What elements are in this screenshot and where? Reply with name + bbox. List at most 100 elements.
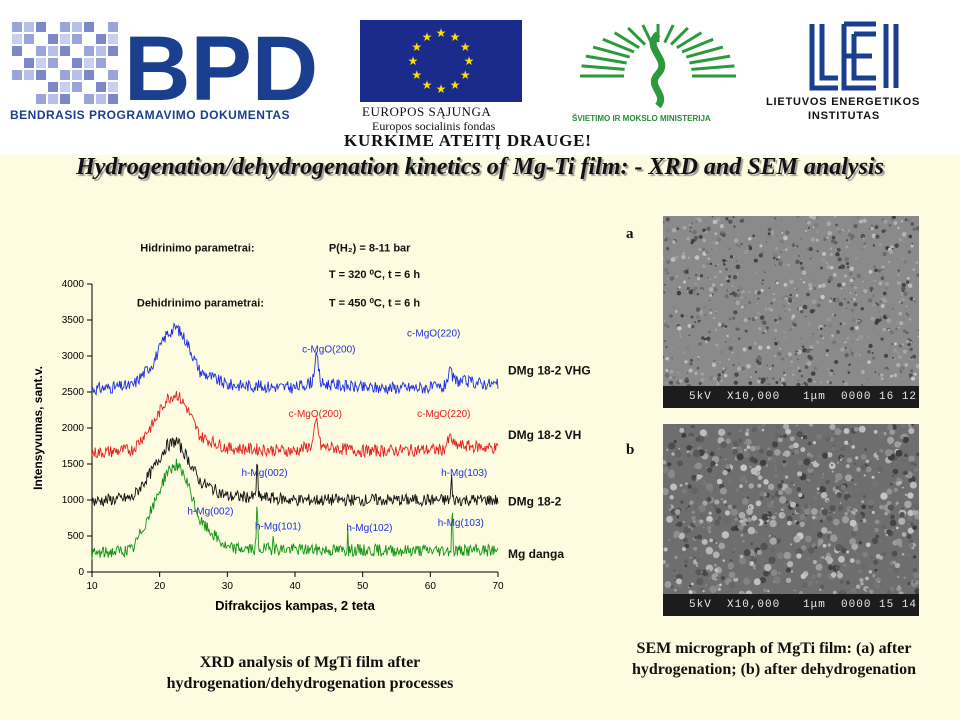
sem-grain (866, 377, 869, 381)
sem-grain (832, 590, 837, 595)
sem-grain (665, 313, 668, 316)
sem-grain (822, 473, 824, 475)
sem-grain (782, 462, 787, 467)
x-tick-label: 10 (86, 581, 98, 592)
sem-grain (882, 251, 887, 257)
sem-grain (889, 482, 893, 486)
sem-grain (847, 301, 850, 304)
sem-grain (814, 479, 818, 482)
sem-grain (829, 511, 832, 514)
bpd-logo-tile (96, 94, 106, 104)
sem-grain (916, 424, 919, 427)
sem-grain (804, 365, 809, 369)
sem-grain (740, 464, 748, 472)
sem-grain (797, 550, 800, 553)
sem-grain (806, 292, 810, 297)
sem-grain (908, 455, 915, 463)
sem-grain (898, 517, 906, 525)
sem-grain (901, 257, 905, 261)
sem-grain (839, 322, 843, 326)
sem-grain (663, 496, 664, 498)
sem-grain (735, 260, 738, 262)
sem-grain (831, 239, 836, 244)
sem-grain (695, 307, 701, 312)
sem-grain (778, 490, 784, 496)
sem-grain (896, 280, 901, 286)
sem-grain (834, 360, 839, 365)
sem-grain (738, 328, 740, 330)
sem-grain (800, 238, 803, 241)
sem-grain (874, 527, 879, 533)
sem-grain (793, 322, 797, 327)
sem-grain (847, 232, 853, 238)
sem-grain (840, 317, 844, 321)
sem-grain (901, 532, 907, 537)
sem-grain (841, 228, 844, 232)
sem-grain (848, 444, 851, 446)
sem-grain (885, 533, 889, 537)
series-label: DMg 18-2 VHG (508, 363, 591, 377)
sem-grain (816, 433, 822, 440)
sem-grain (792, 254, 796, 258)
sem-grain (666, 515, 673, 523)
sem-grain (825, 479, 831, 485)
sem-grain (854, 292, 857, 294)
sem-grain (764, 521, 767, 525)
sem-grain (789, 435, 791, 437)
sem-grain (839, 325, 843, 329)
sem-grain (682, 520, 686, 523)
sem-grain (779, 496, 787, 504)
sem-grain (756, 290, 762, 295)
sem-grain (688, 277, 691, 280)
sem-grain (831, 470, 834, 473)
sem-grain (685, 482, 688, 485)
sem-grain (735, 352, 739, 356)
sem-grain (801, 545, 807, 551)
sem-grain (750, 445, 756, 452)
sem-grain (701, 472, 703, 474)
sem-grain (771, 515, 776, 520)
sem-grain (912, 354, 917, 359)
sem-grain (917, 335, 919, 338)
sem-grain (821, 452, 828, 459)
sem-grain (777, 351, 782, 357)
sem-grain (743, 310, 748, 315)
y-tick-label: 3500 (62, 315, 85, 326)
sem-grain (673, 530, 680, 538)
sem-grain (667, 278, 669, 280)
sem-grain (737, 337, 741, 340)
sem-grain (815, 563, 823, 571)
sem-grain (701, 264, 706, 268)
sem-grain (815, 340, 820, 344)
sem-grain (786, 355, 789, 357)
sem-grain (663, 487, 669, 496)
sem-grain (706, 569, 711, 574)
sem-grain (738, 439, 743, 443)
sem-grain (877, 372, 881, 376)
sem-grain (783, 331, 787, 334)
sem-grain (876, 216, 880, 218)
sem-grain (830, 572, 837, 578)
sem-grain (861, 500, 865, 504)
sem-grain (744, 329, 748, 333)
chart-annotation: c-MgO(200) (302, 344, 355, 355)
sem-grain (712, 457, 714, 460)
sem-grain (904, 493, 908, 497)
sem-grain (856, 359, 861, 364)
sem-grain (741, 305, 744, 309)
sem-grain (771, 364, 775, 367)
sem-grain (807, 547, 815, 554)
sem-grain (875, 537, 878, 540)
sem-grain (679, 335, 682, 338)
sem-grain (732, 275, 738, 280)
sem-grain (717, 237, 722, 242)
sem-grain (895, 449, 903, 457)
sem-grain (672, 279, 676, 284)
sem-grain (751, 426, 758, 433)
sem-grain (667, 470, 676, 479)
sem-grain (910, 222, 915, 226)
sem-grain (708, 511, 712, 515)
sem-grain (771, 495, 776, 499)
sem-grain (668, 442, 676, 450)
sem-grain (913, 463, 917, 466)
